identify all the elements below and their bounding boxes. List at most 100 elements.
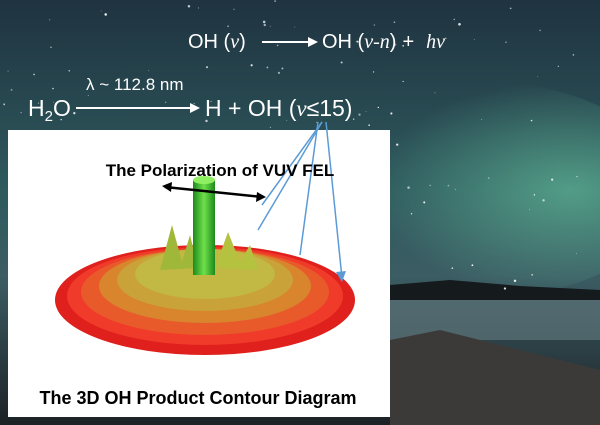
star <box>340 61 343 64</box>
star <box>20 112 22 114</box>
products: H + OH (v≤15) <box>205 95 352 121</box>
star <box>37 102 40 104</box>
star <box>423 201 426 204</box>
contour-diagram <box>55 176 355 355</box>
star <box>187 4 191 8</box>
star <box>294 26 296 28</box>
star <box>87 94 89 96</box>
star <box>410 213 413 215</box>
star <box>537 76 539 78</box>
pointer-head <box>336 271 346 282</box>
star <box>458 22 461 26</box>
star <box>533 194 536 196</box>
star <box>205 66 209 69</box>
star <box>395 143 399 146</box>
star <box>447 184 450 187</box>
star <box>429 184 431 187</box>
star <box>356 40 359 43</box>
star <box>503 287 507 290</box>
star <box>263 23 266 27</box>
star <box>377 106 379 109</box>
star <box>227 25 229 28</box>
star <box>104 13 107 16</box>
star <box>473 39 475 41</box>
star <box>148 70 150 72</box>
star <box>164 101 167 103</box>
star <box>531 274 533 276</box>
star <box>197 7 199 9</box>
star <box>3 103 6 106</box>
star <box>402 80 404 82</box>
star <box>205 119 208 123</box>
horizon <box>390 280 600 300</box>
star <box>274 0 277 3</box>
star <box>49 19 51 21</box>
star <box>210 101 212 102</box>
star <box>402 44 405 47</box>
star <box>269 126 272 129</box>
star <box>262 20 266 24</box>
star <box>53 101 55 103</box>
star <box>281 67 284 70</box>
star <box>390 112 393 115</box>
star <box>368 124 370 126</box>
star <box>372 71 375 73</box>
stars <box>3 0 578 290</box>
star <box>266 66 269 69</box>
equation-emission-product: OH (v-n) + hv <box>322 31 445 53</box>
star <box>451 267 454 269</box>
star <box>316 121 318 123</box>
star <box>487 177 490 180</box>
star <box>358 113 361 116</box>
star <box>7 70 9 72</box>
star <box>575 252 578 255</box>
star <box>509 7 512 10</box>
arrow-head <box>190 103 200 113</box>
star <box>269 25 271 27</box>
star <box>250 64 253 67</box>
pointer-lines <box>257 121 343 279</box>
star <box>60 118 62 121</box>
star <box>572 54 575 56</box>
caption: The 3D OH Product Contour Diagram <box>39 388 356 408</box>
star <box>73 112 76 115</box>
star <box>394 43 397 46</box>
star <box>277 71 281 74</box>
star <box>551 178 554 181</box>
star <box>453 18 456 21</box>
star <box>100 10 102 12</box>
star <box>539 29 541 32</box>
polarization-arrow <box>164 185 263 199</box>
star <box>286 119 288 121</box>
star <box>529 208 530 210</box>
star <box>373 24 376 26</box>
star <box>352 118 355 120</box>
star <box>576 175 578 178</box>
arrow-head <box>308 37 318 47</box>
star <box>68 69 71 72</box>
star <box>33 73 35 76</box>
star <box>233 8 235 10</box>
wavelength: λ ~ 112.8 nm <box>86 75 184 94</box>
star <box>513 279 517 283</box>
star <box>454 188 456 190</box>
rocks <box>390 330 600 425</box>
equation-emission: OH (v) <box>188 31 246 53</box>
star <box>262 108 265 111</box>
star <box>530 119 533 122</box>
star <box>10 88 13 91</box>
star <box>434 92 436 94</box>
star <box>445 37 447 39</box>
polarization-label: The Polarization of VUV FEL <box>106 161 335 180</box>
star <box>52 87 54 90</box>
star <box>50 46 52 49</box>
star <box>505 41 507 44</box>
star <box>193 103 195 105</box>
star <box>276 44 279 47</box>
star <box>542 199 545 202</box>
star <box>393 21 396 24</box>
star <box>557 65 559 68</box>
star <box>365 110 367 112</box>
